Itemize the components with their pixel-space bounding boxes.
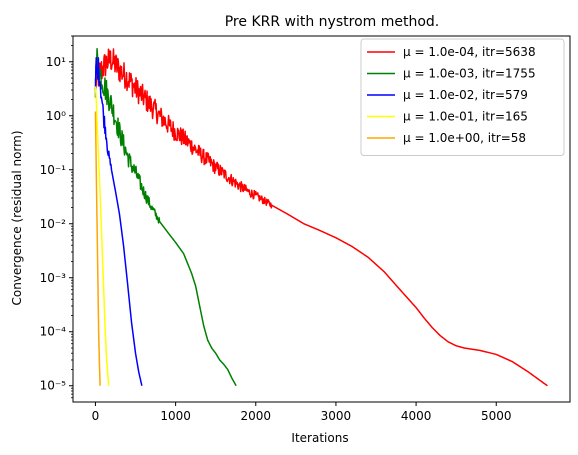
x-tick-label: 2000 (240, 409, 271, 423)
y-axis-label: Convergence (residual norm) (10, 130, 24, 305)
x-tick-label: 5000 (481, 409, 512, 423)
y-tick-label: 10¹ (46, 55, 66, 69)
y-tick-label: 10⁻² (40, 217, 67, 231)
series-line-4 (94, 86, 110, 386)
series-group (94, 48, 548, 387)
y-tick-label: 10⁻¹ (40, 163, 67, 177)
y-tick-label: 10⁻³ (40, 271, 67, 285)
series-line-5 (94, 111, 101, 386)
y-tick-label: 10⁰ (46, 109, 66, 123)
legend-box (360, 38, 565, 156)
legend: μ = 1.0e-04, itr=5638 μ = 1.0e-03, itr=17… (360, 38, 565, 156)
legend-label: μ = 1.0e-02, itr=579 (403, 88, 528, 102)
x-tick-label: 1000 (160, 409, 191, 423)
series-line-2 (94, 48, 237, 387)
axes-frame (72, 35, 571, 403)
x-tick-label: 3000 (321, 409, 352, 423)
plot-area (94, 48, 548, 387)
x-tick-label: 0 (92, 409, 100, 423)
legend-label: μ = 1.0e-03, itr=1755 (403, 67, 536, 81)
y-tick-label: 10⁻⁵ (40, 379, 67, 393)
y-tick-label: 10⁻⁴ (40, 325, 67, 339)
axis-ticks: 0 1000 2000 3000 4000 5000 10⁻⁵ 10⁻⁴ 10⁻³ 10⁻² 10⁻… (40, 35, 512, 423)
x-axis-label: Iterations (291, 431, 348, 445)
legend-label: μ = 1.0e-01, itr=165 (403, 110, 528, 124)
series-line-3 (94, 57, 143, 386)
x-tick-label: 4000 (401, 409, 432, 423)
legend-label: μ = 1.0e+00, itr=58 (403, 131, 526, 145)
series-line-1 (94, 48, 548, 387)
chart-title: Pre KRR with nystrom method. (225, 14, 440, 30)
legend-label: μ = 1.0e-04, itr=5638 (403, 45, 536, 59)
